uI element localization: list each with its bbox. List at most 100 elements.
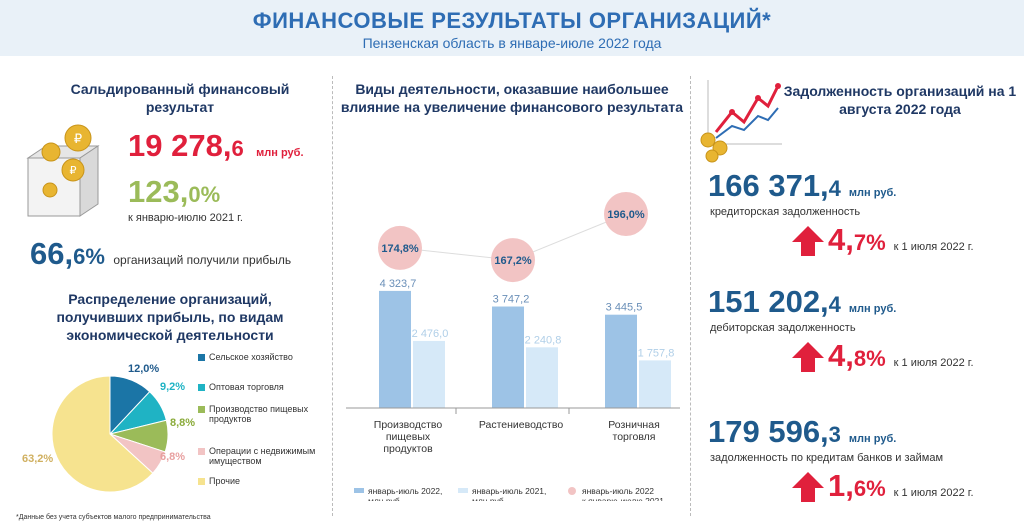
page-title: ФИНАНСОВЫЕ РЕЗУЛЬТАТЫ ОРГАНИЗАЦИЙ*	[252, 8, 772, 33]
bar-2021	[413, 340, 445, 408]
debt-change-part: 8%	[853, 346, 886, 371]
pie-legend-item: Производство пищевых продуктов	[198, 404, 327, 424]
bar-2021	[526, 347, 558, 408]
legend-swatch	[354, 488, 364, 493]
category-label: Растениеводство	[479, 419, 563, 431]
up-arrow-shape	[792, 342, 824, 372]
percent-bubble-label: 196,0%	[607, 209, 645, 221]
percent-bubble	[491, 238, 535, 283]
debt-change: 4,7% к 1 июля 2022 г.	[828, 222, 974, 258]
bar-2022	[379, 290, 411, 408]
debt-value-part: млн руб.	[848, 187, 897, 199]
bar-2021-label: 2 240,8	[525, 334, 562, 346]
debt-change: 4,8% к 1 июля 2022 г.	[828, 338, 974, 374]
pie-chart: 12,0%9,2% 8,8% 6,8% 63,2%	[22, 363, 195, 493]
up-arrow-shape	[792, 226, 824, 256]
pie-legend-item: Оптовая торговля	[198, 382, 327, 392]
debt-change-part: к 1 июля 2022 г.	[893, 487, 974, 499]
debt-value: 166 371,4 млн руб.	[708, 168, 896, 204]
legend-label: январь-июль 2022	[582, 486, 654, 496]
category-label: Розничная	[608, 419, 660, 431]
right-heading: Задолженность организаций на 1 августа 2…	[783, 83, 1017, 117]
debt-value-part: 4	[828, 176, 841, 201]
debt-change-part: 7%	[853, 230, 886, 255]
legend-label: к январю-июлю 2021	[582, 496, 664, 501]
legend-swatch	[198, 354, 205, 361]
legend-label: млн руб.	[472, 496, 506, 501]
bar-2022	[492, 306, 524, 408]
pie-legend: Сельское хозяйство Оптовая торговля Произв…	[198, 352, 328, 502]
divider-left	[332, 76, 333, 516]
percent-bubble	[378, 225, 422, 270]
debt-value-part: 151 202,	[708, 284, 829, 319]
bar-2021	[639, 360, 671, 408]
pie-slice-label: 63,2%	[22, 453, 53, 465]
growth-chart-icon	[700, 80, 782, 163]
up-arrow-icon	[792, 472, 824, 502]
pie-legend-item: Сельское хозяйство	[198, 352, 327, 362]
pie-slice	[51, 375, 154, 493]
category-label: пищевых	[386, 431, 431, 443]
svg-text:₽: ₽	[74, 131, 82, 146]
header-banner: ФИНАНСОВЫЕ РЕЗУЛЬТАТЫ ОРГАНИЗАЦИЙ* Пензе…	[0, 0, 1024, 56]
financial-result-value: 19 278,6 млн руб.	[128, 128, 304, 163]
debt-change-part: 1,	[828, 468, 854, 503]
left-heading: Сальдированный финансовый результат	[70, 81, 290, 115]
pie-heading: Распределение организаций, получивших пр…	[56, 291, 284, 343]
bar-2022	[605, 314, 637, 408]
legend-swatch	[198, 406, 205, 413]
bar-2021-label: 1 757,8	[638, 347, 675, 359]
up-arrow-icon	[792, 342, 824, 372]
bar-chart: 4 323,7 2 476,0 174,8% Производствопищевыхп…	[346, 192, 680, 501]
debt-change-part: 4,	[828, 222, 854, 257]
pie-legend-item: Прочие	[198, 476, 327, 486]
debt-label: задолженность по кредитам банков и займа…	[710, 452, 944, 464]
debt-change-part: к 1 июля 2022 г.	[893, 357, 974, 369]
legend-label: Прочие	[209, 476, 241, 486]
page-subtitle: Пензенская область в январе-июле 2022 го…	[362, 35, 662, 51]
pie-slice-label: 9,2%	[160, 381, 185, 393]
coin-box-icon: ₽ ₽	[26, 124, 100, 217]
debt-value-part: 166 371,	[708, 168, 829, 203]
svg-text:₽: ₽	[70, 165, 77, 177]
legend-label: январь-июль 2022,	[368, 486, 442, 496]
profit-share: 66,6% организаций получили прибыль	[30, 236, 292, 271]
category-label: торговля	[613, 431, 656, 443]
bar-2022-label: 4 323,7	[380, 278, 417, 290]
legend-label: Производство пищевых продуктов	[209, 404, 309, 424]
pie-slice-label: 8,8%	[170, 417, 195, 429]
up-arrow-shape	[792, 472, 824, 502]
legend-label: Оптовая торговля	[209, 382, 284, 392]
divider-right	[690, 76, 691, 516]
middle-heading: Виды деятельности, оказавшие наибольшее …	[340, 81, 684, 115]
debt-change-part: 6%	[853, 476, 886, 501]
legend-swatch	[198, 478, 205, 485]
bar-2021-label: 2 476,0	[412, 328, 449, 340]
legend-swatch	[198, 448, 205, 455]
pie-slice-label: 12,0%	[128, 363, 159, 375]
debt-value-part: 179 596,	[708, 414, 829, 449]
legend-label: Операции с недвижимым имуществом	[209, 446, 316, 466]
up-arrow-icon	[792, 226, 824, 256]
debt-label: дебиторская задолженность	[710, 322, 856, 334]
percent-bubble-label: 174,8%	[381, 243, 419, 255]
pie-slice-label: 6,8%	[160, 451, 185, 463]
legend-label: Сельское хозяйство	[209, 352, 293, 362]
legend-swatch	[568, 487, 576, 495]
debt-label: кредиторская задолженность	[710, 206, 861, 218]
category-label: продуктов	[383, 443, 433, 455]
bar-2022-label: 3 747,2	[493, 294, 530, 306]
debt-value-part: млн руб.	[848, 433, 897, 445]
category-label: Производство	[374, 419, 443, 431]
debt-value-part: 3	[828, 422, 841, 447]
financial-ratio-value: 123,0%	[128, 174, 221, 209]
legend-swatch	[458, 488, 468, 493]
footnote: *Данные без учета субъектов малого предп…	[16, 514, 211, 521]
debt-change: 1,6% к 1 июля 2022 г.	[828, 468, 974, 504]
legend-swatch	[198, 384, 205, 391]
ratio-note: к январю-июлю 2021 г.	[128, 212, 243, 224]
debt-value-part: млн руб.	[848, 303, 897, 315]
debt-value-part: 4	[828, 292, 841, 317]
percent-bubble-label: 167,2%	[494, 255, 532, 267]
pie-legend-item: Операции с недвижимым имуществом	[198, 446, 327, 466]
